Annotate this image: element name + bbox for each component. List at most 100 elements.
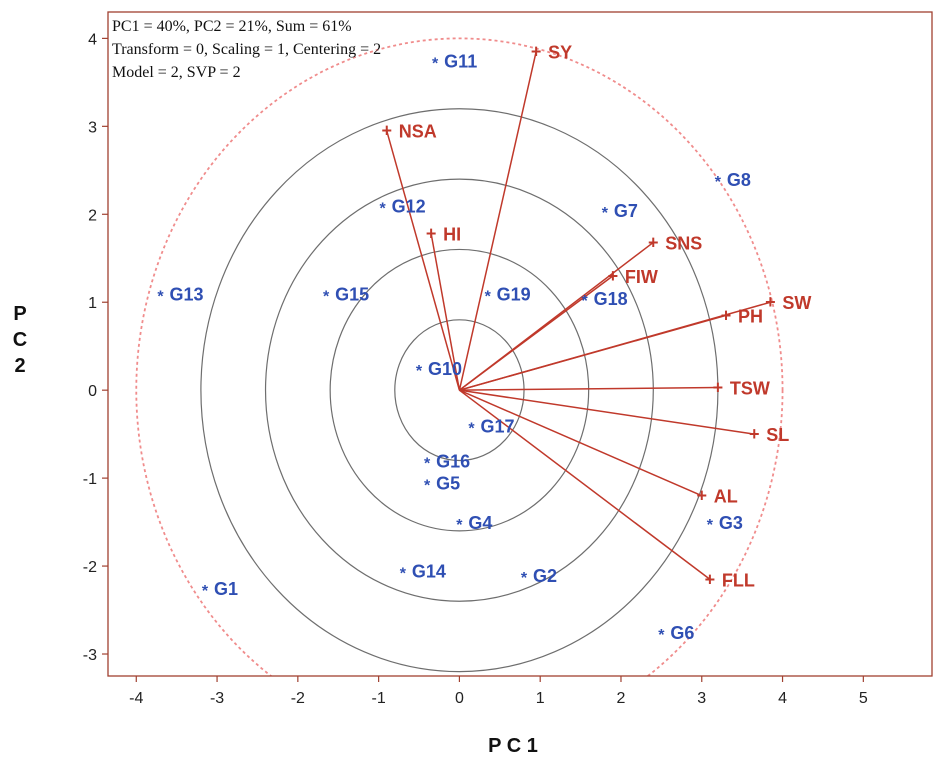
variable-marker: + bbox=[608, 266, 619, 286]
x-axis-title: P C 1 bbox=[488, 735, 538, 757]
genotype-marker: * bbox=[157, 288, 164, 305]
variable-marker: + bbox=[426, 224, 437, 244]
variable-label-al: AL bbox=[714, 487, 738, 507]
variable-marker: + bbox=[765, 292, 776, 312]
variable-marker: + bbox=[697, 486, 708, 506]
concentric-circle bbox=[329, 248, 590, 532]
genotype-marker: * bbox=[521, 570, 528, 587]
x-tick-label: -3 bbox=[210, 690, 224, 707]
y-tick-label: 2 bbox=[88, 207, 97, 224]
genotype-label-g10: G10 bbox=[428, 359, 462, 379]
genotype-label-g11: G11 bbox=[444, 51, 477, 71]
x-tick-label: 1 bbox=[536, 690, 545, 707]
variable-label-fiw: FIW bbox=[625, 267, 658, 287]
genotype-marker: * bbox=[424, 456, 431, 473]
genotype-label-g5: G5 bbox=[436, 474, 460, 494]
y-tick-label: 4 bbox=[88, 31, 97, 48]
genotype-marker: * bbox=[715, 174, 722, 191]
variable-vectors-layer: + SY+ NSA+ HI + SNS+ FIW+ SW+ PH+ TSW+ SL+ AL+ FLL bbox=[381, 42, 811, 591]
genotype-label-g7: G7 bbox=[614, 201, 638, 221]
genotype-label-g3: G3 bbox=[719, 513, 743, 533]
x-tick-label: 3 bbox=[697, 690, 706, 707]
variable-vector-al bbox=[459, 389, 703, 497]
genotype-marker: * bbox=[416, 363, 423, 380]
info-line-1: PC1 = 40%, PC2 = 21%, Sum = 61% bbox=[112, 18, 352, 35]
genotype-marker: * bbox=[468, 420, 475, 437]
concentric-circle bbox=[200, 108, 719, 673]
genotype-marker: * bbox=[424, 478, 431, 495]
genotype-marker: * bbox=[602, 205, 609, 222]
genotype-marker: * bbox=[202, 583, 209, 600]
variable-vector-fiw bbox=[458, 275, 614, 391]
genotype-label-g2: G2 bbox=[533, 566, 557, 586]
genotype-marker: * bbox=[485, 288, 492, 305]
y-axis-title-char: P bbox=[13, 303, 26, 325]
genotype-marker: * bbox=[400, 565, 407, 582]
variable-label-sl: SL bbox=[766, 425, 789, 445]
genotype-label-g15: G15 bbox=[335, 284, 369, 304]
variable-label-ph: PH bbox=[738, 306, 763, 326]
variable-vector-fll bbox=[458, 389, 711, 580]
genotype-label-g12: G12 bbox=[392, 196, 426, 216]
genotype-label-g18: G18 bbox=[594, 289, 628, 309]
variable-marker: + bbox=[531, 42, 542, 62]
x-tick-label: 5 bbox=[859, 690, 868, 707]
y-tick-label: 1 bbox=[88, 295, 97, 312]
genotype-marker: * bbox=[380, 200, 387, 217]
y-tick-label: -2 bbox=[83, 559, 97, 576]
y-tick-label: -1 bbox=[83, 471, 97, 488]
x-tick-label: 0 bbox=[455, 690, 464, 707]
genotype-label-g8: G8 bbox=[727, 170, 751, 190]
y-axis-title-char: C bbox=[13, 329, 27, 351]
variable-marker: + bbox=[705, 569, 716, 589]
variable-label-sns: SNS bbox=[665, 233, 702, 253]
y-axis-title-char: 2 bbox=[14, 355, 25, 377]
genotype-points-layer: * G1 * G2 * G3 * G4 * G5 * G6 * G7 * G8 * G10 * G11 * G12 * G13… bbox=[157, 51, 751, 644]
genotype-marker: * bbox=[432, 55, 439, 72]
variable-vector-ph bbox=[459, 314, 727, 391]
genotype-marker: * bbox=[323, 288, 330, 305]
x-tick-label: 4 bbox=[778, 690, 787, 707]
info-box: PC1 = 40%, PC2 = 21%, Sum = 61% Transfor… bbox=[112, 18, 381, 81]
variable-marker: + bbox=[648, 232, 659, 252]
variable-label-sy: SY bbox=[548, 43, 572, 63]
y-tick-label: -3 bbox=[83, 647, 97, 664]
variable-vector-nsa bbox=[385, 130, 461, 391]
variable-vector-tsw bbox=[459, 386, 718, 391]
variable-vector-sy bbox=[458, 51, 537, 391]
variable-vector-hi bbox=[430, 233, 461, 391]
y-tick-label: 0 bbox=[88, 383, 97, 400]
variable-label-hi: HI bbox=[443, 225, 461, 245]
info-line-3: Model = 2, SVP = 2 bbox=[112, 64, 241, 81]
genotype-label-g6: G6 bbox=[670, 623, 694, 643]
x-tick-label: -2 bbox=[291, 690, 305, 707]
genotype-marker: * bbox=[707, 517, 714, 534]
variable-label-fll: FLL bbox=[722, 570, 755, 590]
genotype-label-g16: G16 bbox=[436, 452, 470, 472]
circles-layer bbox=[135, 37, 784, 676]
x-tick-label: -4 bbox=[129, 690, 143, 707]
outer-dashed-circle bbox=[135, 37, 784, 676]
genotype-marker: * bbox=[658, 627, 665, 644]
plot-frame bbox=[107, 11, 933, 677]
y-tick-label: 3 bbox=[88, 119, 97, 136]
variable-marker: + bbox=[381, 121, 392, 141]
genotype-marker: * bbox=[456, 517, 463, 534]
variable-vector-sl bbox=[459, 389, 755, 435]
genotype-label-g1: G1 bbox=[214, 579, 238, 599]
variable-marker: + bbox=[713, 378, 724, 398]
concentric-circle bbox=[264, 178, 654, 602]
variable-label-sw: SW bbox=[782, 293, 811, 313]
genotype-label-g17: G17 bbox=[481, 416, 515, 436]
info-line-2: Transform = 0, Scaling = 1, Centering = … bbox=[112, 41, 381, 58]
variable-label-tsw: TSW bbox=[730, 379, 770, 399]
genotype-label-g4: G4 bbox=[468, 513, 492, 533]
x-tick-label: 2 bbox=[617, 690, 626, 707]
variable-marker: + bbox=[721, 305, 732, 325]
x-tick-label: -1 bbox=[372, 690, 386, 707]
genotype-marker: * bbox=[582, 293, 589, 310]
variable-label-nsa: NSA bbox=[399, 122, 437, 142]
